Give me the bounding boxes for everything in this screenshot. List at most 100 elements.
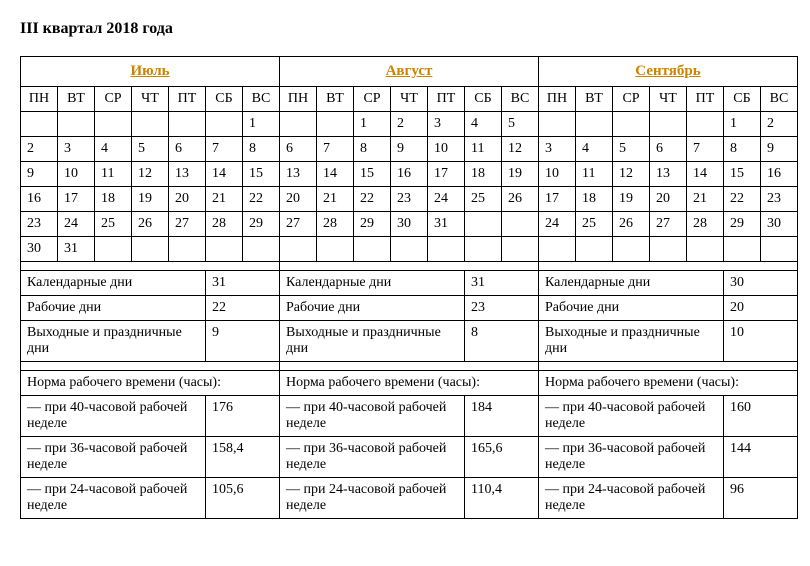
dow-header: ПН xyxy=(280,87,317,112)
stat-label: Календарные дни xyxy=(280,271,465,296)
norm-value: 96 xyxy=(724,478,798,519)
norm-label: — при 24-часовой рабо­чей неделе xyxy=(21,478,206,519)
calendar-day: 4 xyxy=(465,112,502,137)
calendar-table: ИюльАвгустСентябрьПНВТСРЧТПТСБВСПНВТСРЧТ… xyxy=(20,56,798,519)
calendar-day: 7 xyxy=(206,137,243,162)
calendar-day: 27 xyxy=(650,212,687,237)
calendar-day xyxy=(243,237,280,262)
dow-header: ВТ xyxy=(58,87,95,112)
calendar-day: 13 xyxy=(650,162,687,187)
calendar-day: 31 xyxy=(58,237,95,262)
norm-header: Норма рабочего времени (часы): xyxy=(21,371,280,396)
calendar-day: 26 xyxy=(502,187,539,212)
calendar-day xyxy=(206,112,243,137)
norm-label: — при 36-часовой рабо­чей неделе xyxy=(280,437,465,478)
calendar-day xyxy=(539,237,576,262)
calendar-day: 11 xyxy=(95,162,132,187)
calendar-day xyxy=(724,237,761,262)
dow-header: ЧТ xyxy=(391,87,428,112)
dow-header: ПТ xyxy=(169,87,206,112)
stat-label: Выходные и празднич­ные дни xyxy=(280,321,465,362)
calendar-day: 2 xyxy=(761,112,798,137)
calendar-day: 29 xyxy=(243,212,280,237)
calendar-day: 24 xyxy=(58,212,95,237)
calendar-day: 29 xyxy=(354,212,391,237)
calendar-day: 3 xyxy=(428,112,465,137)
calendar-day: 1 xyxy=(724,112,761,137)
calendar-day: 6 xyxy=(169,137,206,162)
dow-header: СБ xyxy=(206,87,243,112)
norm-value: 110,4 xyxy=(465,478,539,519)
stat-label: Календарные дни xyxy=(21,271,206,296)
calendar-day xyxy=(132,112,169,137)
calendar-day: 20 xyxy=(169,187,206,212)
month-header: Июль xyxy=(21,57,280,87)
stat-value: 20 xyxy=(724,296,798,321)
calendar-day: 23 xyxy=(761,187,798,212)
dow-header: СР xyxy=(613,87,650,112)
calendar-day xyxy=(132,237,169,262)
stat-value: 31 xyxy=(465,271,539,296)
norm-value: 144 xyxy=(724,437,798,478)
norm-label: — при 40-часовой рабо­чей неделе xyxy=(21,396,206,437)
calendar-day: 9 xyxy=(21,162,58,187)
calendar-day xyxy=(169,112,206,137)
norm-value: 165,6 xyxy=(465,437,539,478)
calendar-day: 24 xyxy=(428,187,465,212)
calendar-day: 25 xyxy=(576,212,613,237)
calendar-day: 31 xyxy=(428,212,465,237)
stat-label: Рабочие дни xyxy=(280,296,465,321)
calendar-day: 25 xyxy=(465,187,502,212)
calendar-day: 19 xyxy=(132,187,169,212)
calendar-day: 13 xyxy=(280,162,317,187)
calendar-day: 12 xyxy=(613,162,650,187)
dow-header: СР xyxy=(354,87,391,112)
calendar-day: 6 xyxy=(280,137,317,162)
dow-header: ВТ xyxy=(317,87,354,112)
norm-label: — при 40-часовой рабо­чей неделе xyxy=(539,396,724,437)
calendar-day: 14 xyxy=(687,162,724,187)
calendar-day xyxy=(613,112,650,137)
norm-label: — при 36-часовой рабо­чей неделе xyxy=(539,437,724,478)
calendar-day: 28 xyxy=(317,212,354,237)
norm-value: 176 xyxy=(206,396,280,437)
calendar-day: 11 xyxy=(576,162,613,187)
norm-label: — при 36-часовой рабо­чей неделе xyxy=(21,437,206,478)
dow-header: ВС xyxy=(243,87,280,112)
dow-header: СБ xyxy=(724,87,761,112)
calendar-day xyxy=(539,112,576,137)
dow-header: ПТ xyxy=(428,87,465,112)
calendar-day: 17 xyxy=(428,162,465,187)
calendar-day xyxy=(391,237,428,262)
calendar-day: 30 xyxy=(391,212,428,237)
calendar-day: 18 xyxy=(95,187,132,212)
calendar-day xyxy=(761,237,798,262)
calendar-day: 25 xyxy=(95,212,132,237)
calendar-day: 20 xyxy=(650,187,687,212)
calendar-day: 15 xyxy=(243,162,280,187)
stat-value: 23 xyxy=(465,296,539,321)
stat-value: 30 xyxy=(724,271,798,296)
norm-label: — при 40-часовой рабо­чей неделе xyxy=(280,396,465,437)
stat-value: 9 xyxy=(206,321,280,362)
calendar-day: 22 xyxy=(243,187,280,212)
calendar-day: 28 xyxy=(206,212,243,237)
norm-label: — при 24-часовой рабо­чей неделе xyxy=(539,478,724,519)
dow-header: ПН xyxy=(21,87,58,112)
calendar-day xyxy=(206,237,243,262)
dow-header: ВТ xyxy=(576,87,613,112)
calendar-day: 6 xyxy=(650,137,687,162)
calendar-day: 4 xyxy=(95,137,132,162)
dow-header: ВС xyxy=(502,87,539,112)
stat-value: 10 xyxy=(724,321,798,362)
calendar-day: 22 xyxy=(354,187,391,212)
stat-value: 8 xyxy=(465,321,539,362)
calendar-day: 10 xyxy=(58,162,95,187)
calendar-day: 10 xyxy=(428,137,465,162)
calendar-day: 20 xyxy=(280,187,317,212)
calendar-day: 19 xyxy=(613,187,650,212)
calendar-day: 12 xyxy=(502,137,539,162)
calendar-day xyxy=(95,237,132,262)
calendar-day: 7 xyxy=(317,137,354,162)
calendar-day: 16 xyxy=(21,187,58,212)
